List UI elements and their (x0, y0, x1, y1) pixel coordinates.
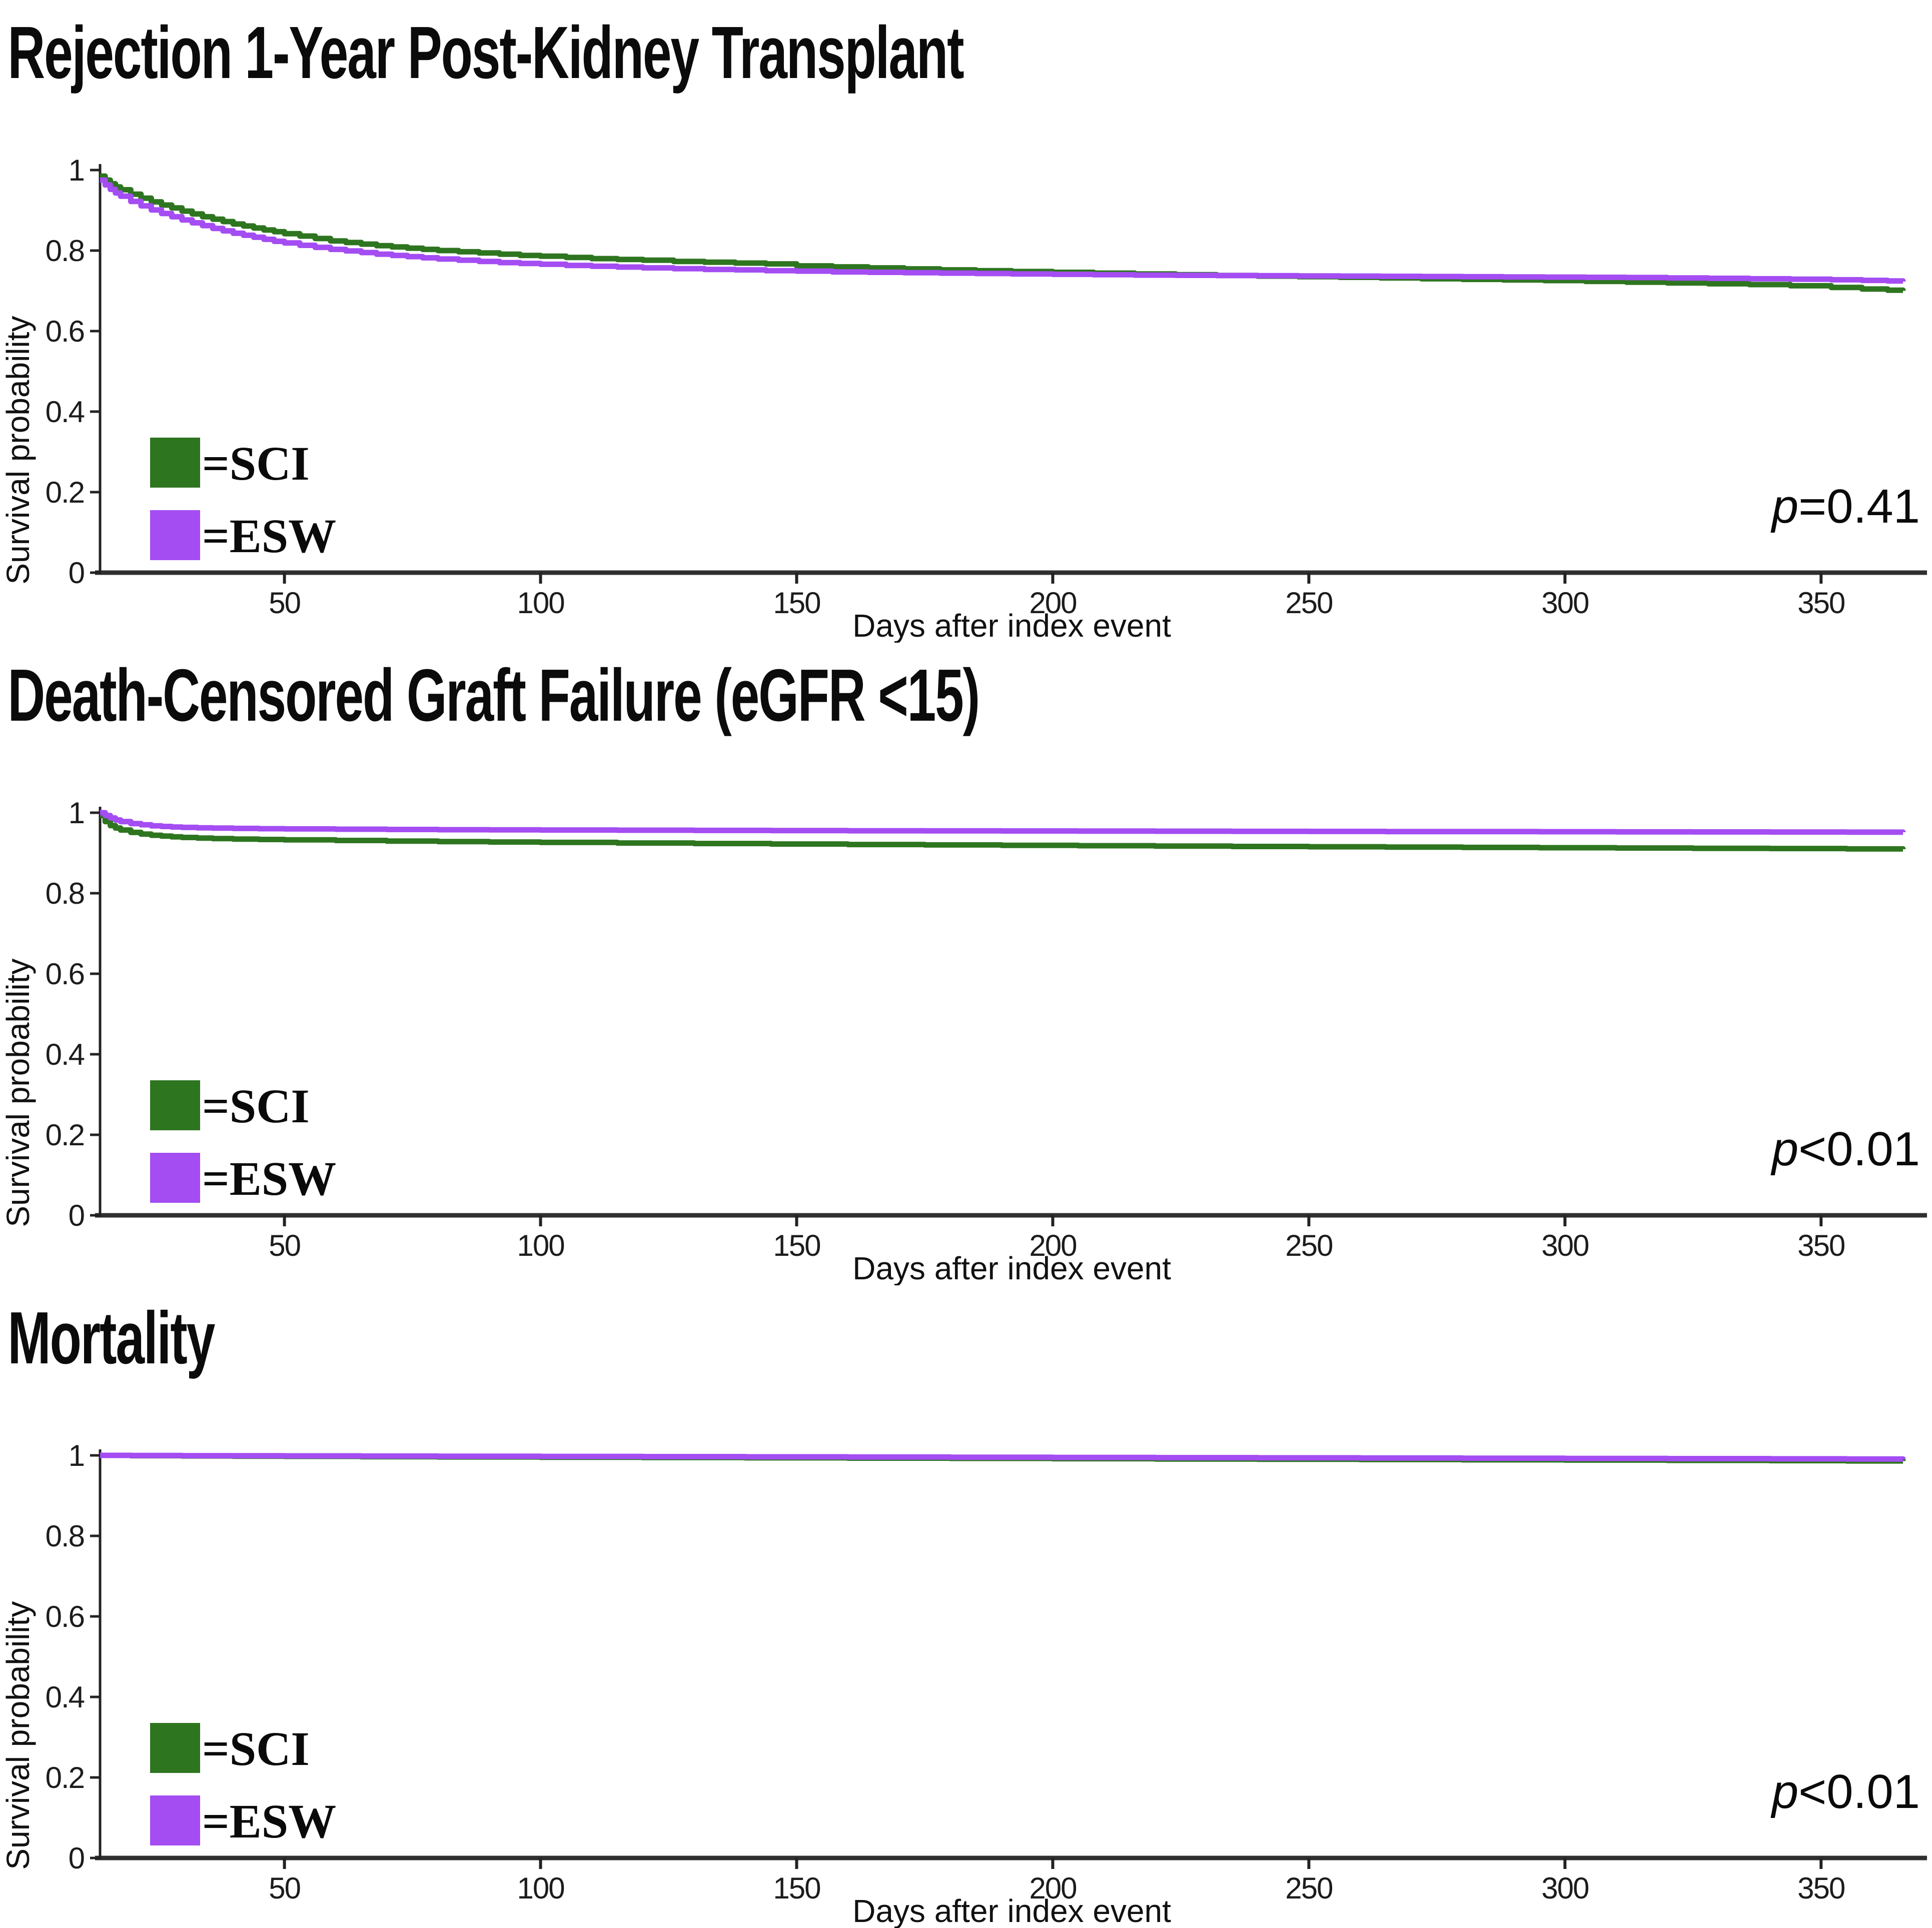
x-tick-label: 200 (1029, 1229, 1077, 1262)
chart-title-mortality: Mortality (8, 1297, 215, 1379)
legend-label-esw: =ESW (202, 1152, 336, 1205)
x-axis-label: Days after index event (852, 1250, 1171, 1285)
legend-label-sci: =SCI (202, 1722, 310, 1775)
x-axis-label: Days after index event (852, 1893, 1171, 1928)
x-tick-label: 100 (517, 1229, 564, 1262)
y-tick-label: 0.2 (46, 1118, 84, 1152)
y-tick-label: 0.4 (46, 1680, 85, 1714)
p-value-label: p<0.01 (1770, 1765, 1920, 1818)
survival-curve-esw (100, 177, 1906, 284)
x-tick-label: 150 (773, 1871, 820, 1905)
y-tick-label: 0.2 (46, 476, 84, 509)
y-axis-label: Survival probability (0, 1601, 36, 1869)
y-tick-label: 1 (69, 1439, 84, 1472)
chart-title-graft-failure: Death-Censored Graft Failure (eGFR <15) (8, 654, 980, 737)
y-tick-label: 0 (69, 1841, 85, 1875)
y-tick-label: 0.2 (46, 1761, 84, 1794)
y-tick-label: 0.6 (46, 1600, 84, 1633)
y-tick-label: 0 (69, 556, 85, 590)
chart-section-rejection: Rejection 1-Year Post-Kidney Transplant … (0, 0, 1932, 643)
x-tick-label: 300 (1541, 586, 1589, 620)
x-axis-label: Days after index event (852, 608, 1171, 643)
x-tick-label: 250 (1285, 1229, 1333, 1262)
legend-label-sci: =SCI (202, 437, 310, 490)
y-tick-label: 0.8 (46, 1519, 84, 1553)
x-tick-label: 350 (1797, 1871, 1845, 1905)
legend-label-esw: =ESW (202, 1794, 336, 1848)
legend-swatch-sci (150, 1723, 200, 1773)
y-axis-label: Survival probability (0, 316, 36, 584)
legend-swatch-esw (150, 510, 200, 560)
survival-curve-esw (100, 1452, 1906, 1462)
x-tick-label: 250 (1285, 586, 1333, 620)
y-tick-label: 0.6 (46, 957, 84, 991)
y-tick-label: 0.4 (46, 395, 85, 429)
legend-label-sci: =SCI (202, 1079, 310, 1133)
y-tick-label: 1 (69, 154, 84, 187)
x-tick-label: 150 (773, 586, 820, 620)
legend-swatch-esw (150, 1795, 200, 1845)
y-axis-label: Survival probability (0, 958, 36, 1227)
y-tick-label: 0.8 (46, 877, 84, 910)
chart-section-graft-failure: Death-Censored Graft Failure (eGFR <15) … (0, 643, 1932, 1285)
y-tick-label: 0 (69, 1199, 85, 1232)
x-tick-label: 50 (269, 586, 300, 620)
p-value-label: p=0.41 (1770, 480, 1920, 533)
legend-swatch-sci (150, 438, 200, 488)
x-tick-label: 300 (1541, 1871, 1589, 1905)
legend-swatch-esw (150, 1153, 200, 1203)
x-tick-label: 100 (517, 586, 564, 620)
y-tick-label: 1 (69, 796, 84, 830)
p-value-label: p<0.01 (1770, 1122, 1920, 1176)
survival-curve-esw (100, 810, 1906, 835)
x-tick-label: 200 (1029, 1871, 1077, 1905)
y-tick-label: 0.4 (46, 1038, 85, 1071)
legend-swatch-sci (150, 1080, 200, 1130)
chart-title-rejection: Rejection 1-Year Post-Kidney Transplant (8, 12, 964, 94)
x-tick-label: 350 (1797, 1229, 1845, 1262)
legend-label-esw: =ESW (202, 509, 336, 563)
x-tick-label: 50 (269, 1871, 300, 1905)
x-tick-label: 300 (1541, 1229, 1589, 1262)
x-tick-label: 350 (1797, 586, 1845, 620)
chart-section-mortality: Mortality 0 0.2 0.4 0.6 0.8 1 50 100 150 200 250 30… (0, 1285, 1932, 1928)
x-tick-label: 100 (517, 1871, 564, 1905)
x-tick-label: 200 (1029, 586, 1077, 620)
survival-curve-sci (100, 813, 1906, 852)
y-tick-label: 0.8 (46, 234, 84, 268)
x-tick-label: 150 (773, 1229, 820, 1262)
x-tick-label: 50 (269, 1229, 300, 1262)
y-tick-label: 0.6 (46, 315, 84, 348)
x-tick-label: 250 (1285, 1871, 1333, 1905)
